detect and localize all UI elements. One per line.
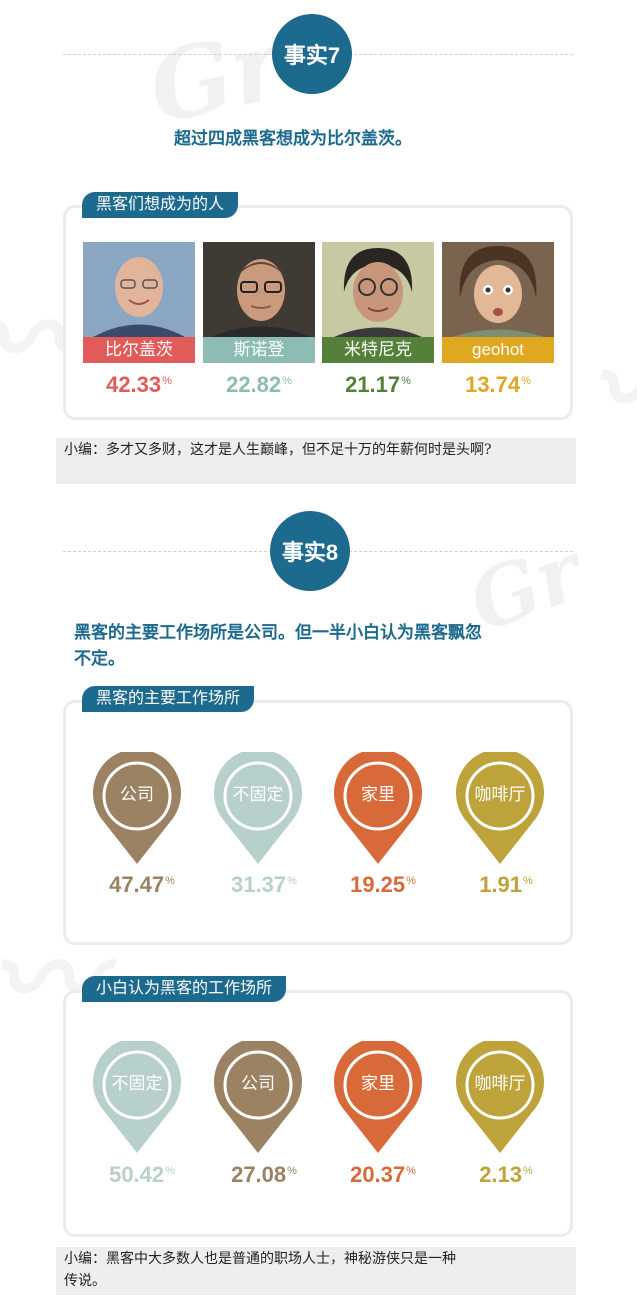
location-pin: 咖啡厅 <box>455 1041 545 1156</box>
data-label: 2.13% <box>479 1162 533 1187</box>
pin-label: 不固定 <box>111 1074 163 1093</box>
data-label: 50.42% <box>109 1162 175 1187</box>
portrait-card: 比尔盖茨 <box>83 242 195 363</box>
editor-note: 小编：多才又多财，这才是人生巅峰，但不足十万的年薪何时是头啊? <box>56 438 576 484</box>
location-pin: 公司 <box>92 752 182 867</box>
fact7-headline: 超过四成黑客想成为比尔盖茨。 <box>174 129 412 148</box>
data-label: 42.33% <box>106 372 172 397</box>
mitnick-photo <box>322 242 434 337</box>
fact7-badge: 事实7 <box>272 14 352 94</box>
pin-label: 公司 <box>120 785 154 804</box>
snowden-photo <box>203 242 315 337</box>
data-label: 31.37% <box>231 872 297 897</box>
data-label: 20.37% <box>350 1162 416 1187</box>
data-label: 22.82% <box>226 372 292 397</box>
perception-panel-title: 小白认为黑客的工作场所 <box>82 976 287 1002</box>
location-pin: 家里 <box>333 752 423 867</box>
portrait-name: 米特尼克 <box>322 337 434 363</box>
pin-label: 不固定 <box>232 785 284 804</box>
location-pin: 不固定 <box>213 752 303 867</box>
data-label: 47.47% <box>109 872 175 897</box>
pin-label: 公司 <box>241 1074 275 1093</box>
data-label: 21.17% <box>345 372 411 397</box>
location-pin: 公司 <box>213 1041 303 1156</box>
portrait-name: geohot <box>442 337 554 363</box>
fact8-headline: 黑客的主要工作场所是公司。但一半小白认为黑客飘忽 不定。 <box>74 623 482 668</box>
location-pin: 咖啡厅 <box>455 752 545 867</box>
watermark-logo: Gr <box>139 7 293 146</box>
workplace-panel-title: 黑客的主要工作场所 <box>82 686 255 712</box>
location-pin: 不固定 <box>92 1041 182 1156</box>
data-label: 19.25% <box>350 872 416 897</box>
pin-label: 家里 <box>361 1074 395 1093</box>
portrait-card: 米特尼克 <box>322 242 434 363</box>
pin-label: 咖啡厅 <box>474 1074 526 1093</box>
pin-label: 咖啡厅 <box>474 785 526 804</box>
watermark-brush: 〰 <box>590 300 637 460</box>
data-label: 13.74% <box>465 372 531 397</box>
data-label: 27.08% <box>231 1162 297 1187</box>
bill-gates-photo <box>83 242 195 337</box>
portrait-card: 斯诺登 <box>203 242 315 363</box>
geohot-photo <box>442 242 554 337</box>
portrait-name: 斯诺登 <box>203 337 315 363</box>
pin-label: 家里 <box>361 785 395 804</box>
portrait-card: geohot <box>442 242 554 363</box>
data-label: 1.91% <box>479 872 533 897</box>
location-pin: 家里 <box>333 1041 423 1156</box>
editor-note: 小编：黑客中大多数人也是普通的职场人士，神秘游侠只是一种 传说。 <box>56 1247 576 1295</box>
fact7-panel-title: 黑客们想成为的人 <box>82 192 239 218</box>
portrait-name: 比尔盖茨 <box>83 337 195 363</box>
fact8-badge: 事实8 <box>270 511 350 591</box>
